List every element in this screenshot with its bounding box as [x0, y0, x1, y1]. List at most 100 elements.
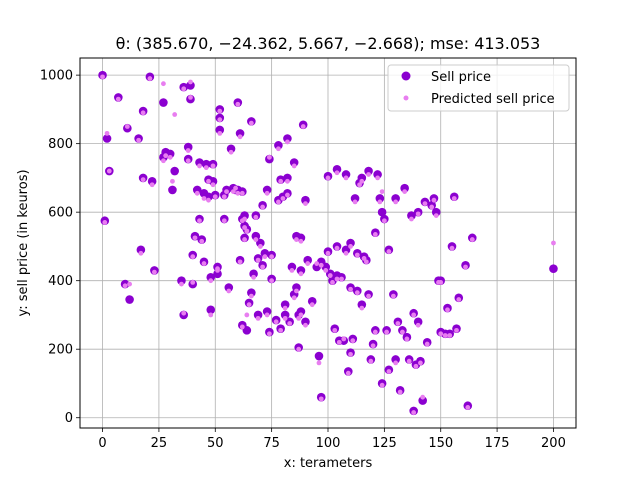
- predicted-price-point: [217, 130, 223, 136]
- predicted-price-point: [395, 321, 401, 326]
- sell-price-point: [301, 195, 310, 205]
- predicted-price-point: [255, 257, 261, 263]
- chart-title: θ: (385.670, −24.362, 5.667, −2.668); ms…: [116, 34, 541, 53]
- predicted-price-point: [210, 182, 216, 188]
- sell-price-point: [314, 351, 324, 361]
- predicted-price-point: [409, 216, 414, 222]
- predicted-price-point: [255, 315, 261, 321]
- predicted-price-point: [266, 331, 272, 337]
- predicted-price-point: [411, 410, 417, 415]
- predicted-price-point: [237, 259, 243, 265]
- predicted-price-point: [167, 154, 173, 160]
- sell-price-point: [283, 173, 292, 183]
- predicted-price-point: [327, 273, 333, 278]
- sell-price-point: [262, 185, 272, 195]
- sell-price-point: [240, 211, 249, 220]
- predicted-price-point: [343, 250, 349, 256]
- predicted-price-point: [305, 261, 311, 266]
- y-tick-label: 1000: [40, 69, 73, 84]
- sell-price-point: [303, 255, 313, 265]
- x-tick-label: 150: [428, 436, 453, 451]
- predicted-price-point: [181, 310, 187, 316]
- predicted-price-point: [106, 168, 112, 174]
- sell-price-point: [201, 159, 211, 169]
- predicted-price-point: [192, 235, 198, 241]
- predicted-price-point: [287, 321, 293, 326]
- predicted-price-point: [282, 305, 288, 311]
- sell-price-point: [287, 262, 297, 272]
- sell-price-point: [242, 326, 252, 335]
- sell-price-point: [341, 170, 351, 179]
- predicted-price-point: [415, 322, 421, 328]
- sell-price-point: [283, 134, 292, 143]
- predicted-price-point: [273, 319, 279, 325]
- predicted-price-point: [370, 343, 376, 349]
- predicted-price-point: [197, 218, 202, 224]
- predicted-price-point: [402, 189, 408, 195]
- sell-price-point: [136, 245, 146, 255]
- predicted-price-point: [341, 336, 347, 342]
- sell-price-point: [357, 173, 367, 183]
- predicted-price-point: [375, 175, 380, 181]
- predicted-price-point: [298, 271, 304, 277]
- sell-price-point: [292, 283, 301, 292]
- predicted-price-point: [224, 189, 229, 195]
- sell-price-point: [391, 194, 400, 203]
- sell-price-point: [177, 276, 186, 285]
- predicted-price-point: [172, 112, 178, 117]
- sell-price-point: [247, 288, 256, 297]
- predicted-price-point: [449, 245, 455, 251]
- sell-price-point: [549, 264, 558, 273]
- predicted-price-point: [188, 79, 193, 85]
- predicted-price-point: [233, 185, 238, 191]
- predicted-price-point: [309, 302, 315, 308]
- sell-price-point: [260, 248, 270, 258]
- predicted-price-point: [354, 252, 360, 258]
- predicted-price-point: [226, 288, 232, 294]
- predicted-price-point: [280, 196, 286, 201]
- predicted-price-point: [296, 315, 302, 321]
- predicted-price-point: [318, 396, 324, 402]
- predicted-price-point: [246, 302, 252, 308]
- predicted-price-point: [170, 178, 175, 184]
- predicted-price-point: [244, 312, 250, 318]
- sell-price-point: [206, 305, 216, 315]
- sell-price-point: [391, 355, 400, 364]
- sell-price-point: [147, 177, 157, 186]
- x-axis-label: x: terameters: [284, 456, 373, 471]
- predicted-price-point: [418, 360, 423, 366]
- predicted-price-point: [264, 312, 270, 318]
- predicted-price-point: [334, 170, 340, 176]
- y-axis-label: y: sell price (in keuros): [16, 169, 31, 316]
- predicted-price-point: [217, 108, 223, 114]
- predicted-price-point: [127, 281, 132, 287]
- predicted-price-point: [393, 360, 399, 366]
- predicted-price-point: [285, 139, 290, 145]
- predicted-price-point: [251, 274, 256, 280]
- sell-price-point: [280, 310, 290, 320]
- predicted-price-point: [181, 86, 187, 92]
- predicted-price-point: [235, 101, 241, 107]
- sell-price-point: [206, 272, 216, 282]
- predicted-price-point: [366, 293, 371, 299]
- sell-price-point: [407, 211, 416, 220]
- predicted-price-point: [266, 154, 272, 160]
- predicted-price-point: [291, 163, 297, 169]
- predicted-price-point: [239, 190, 245, 196]
- predicted-price-point: [381, 218, 387, 224]
- predicted-price-point: [354, 290, 360, 296]
- predicted-price-point: [185, 148, 191, 153]
- predicted-price-point: [359, 178, 365, 184]
- legend-label-sell-price: Sell price: [431, 70, 491, 85]
- sell-price-point: [375, 194, 385, 203]
- predicted-price-point: [296, 346, 302, 352]
- predicted-price-point: [282, 315, 288, 321]
- x-ticks: 0 25 50 75 100 125 150 175 200: [98, 428, 566, 451]
- predicted-price-point: [269, 278, 275, 284]
- predicted-price-point: [115, 96, 121, 102]
- sell-price-point: [102, 134, 112, 143]
- predicted-price-point: [260, 264, 266, 270]
- predicted-price-point: [203, 165, 209, 171]
- sell-price-point: [296, 307, 306, 316]
